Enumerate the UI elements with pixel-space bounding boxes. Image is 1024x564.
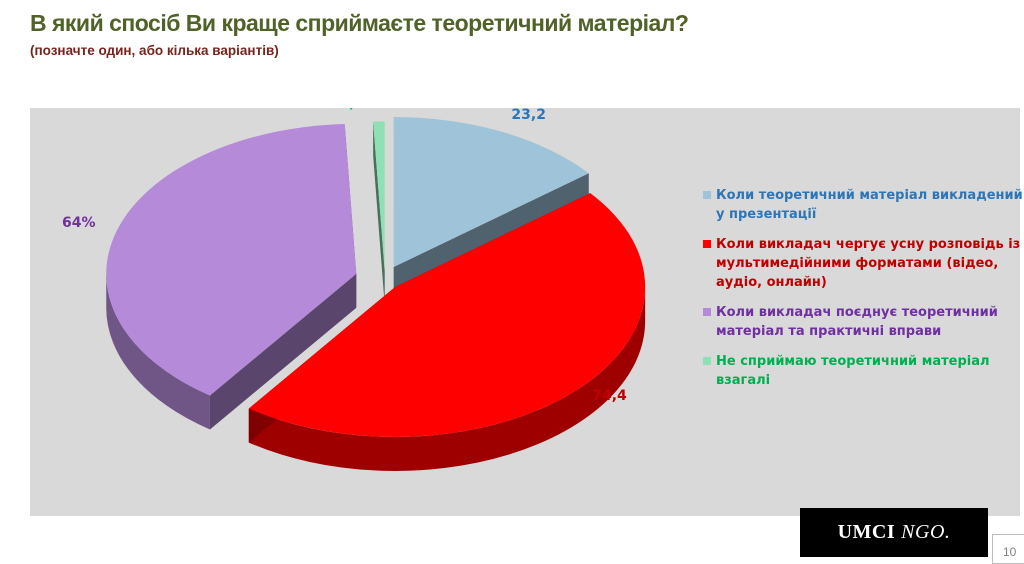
chart-legend: Коли теоретичний матеріал викладений у п… [703,186,1023,401]
pie-data-label: 23,2 [511,108,546,123]
legend-swatch [703,357,711,365]
chart-subtitle: (позначте один, або кілька варіантів) [30,43,279,58]
pie-data-label: 74,4 [592,388,627,404]
legend-label: Не сприймаю теоретичний матеріал взагалі [716,354,990,388]
legend-label: Коли викладач поєднує теоретичний матері… [716,305,998,339]
pie-data-label: 1,2% [340,108,379,111]
legend-item-presentation: Коли теоретичний матеріал викладений у п… [703,186,1023,224]
legend-swatch [703,308,711,316]
pie-slice [373,121,385,272]
pie-slice-wall [373,121,385,306]
pie-slice-rim [248,286,646,471]
pie-data-label: 64% [62,215,96,231]
pie-slice-wall [209,273,357,430]
chart-title: В який спосіб Ви краще сприймаєте теорет… [30,10,689,36]
pie-slice-rim [106,273,210,430]
legend-item-multimedia: Коли викладач чергує усну розповідь із м… [703,235,1023,292]
legend-swatch [703,240,711,248]
pie-slice [106,123,357,396]
pie-slice [248,193,646,437]
pie-chart: 23,2 74,4 64% 1,2% [62,108,646,471]
page-number: 10 [992,534,1024,564]
logo-suffix: NGO. [901,521,951,543]
pie-slice-side [373,121,385,306]
legend-label: Коли викладач чергує усну розповідь із м… [716,237,1021,290]
umci-ngo-logo: UMCI NGO. [800,508,988,557]
pie-slice [393,117,589,268]
chart-area: 23,2 74,4 64% 1,2% Коли теоретичний матеріа… [30,108,1023,516]
legend-item-practice: Коли викладач поєднує теоретичний матері… [703,303,1023,341]
legend-label: Коли теоретичний матеріал викладений у п… [716,188,1023,222]
legend-swatch [703,191,711,199]
legend-item-none: Не сприймаю теоретичний матеріал взагалі [703,352,1023,390]
logo-main: UMCI [837,521,896,543]
